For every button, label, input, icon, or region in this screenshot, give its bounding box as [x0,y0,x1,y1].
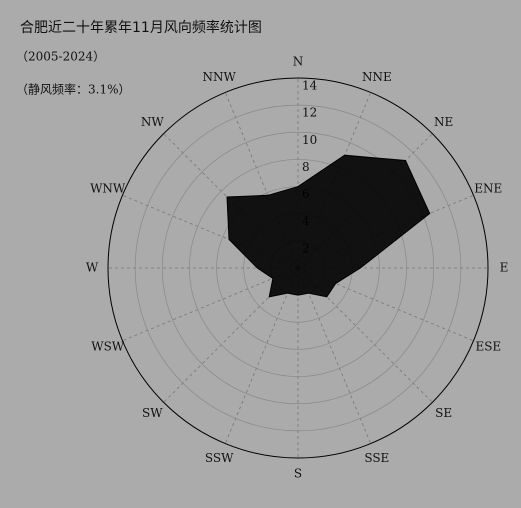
wind-polygon [226,154,431,298]
direction-label: S [294,467,302,481]
annotation: （静风频率：3.1%） [16,82,131,97]
direction-label: SE [435,406,452,420]
grid-circle [161,131,435,405]
r-tick-label: 12 [302,106,317,120]
r-tick-label: 14 [302,79,318,93]
grid-circle [107,77,489,459]
direction-label: ESE [475,339,501,353]
direction-label: W [86,261,99,275]
direction-label: SSW [205,451,234,465]
direction-label: NNE [362,70,392,84]
grid-circle [189,159,407,377]
direction-label: NNW [202,70,236,84]
spoke [122,267,299,342]
chart-title: 合肥近二十年累年11月风向频率统计图 [20,19,262,36]
spoke [224,267,299,444]
direction-label: NE [434,115,453,129]
direction-label: NW [141,115,165,129]
direction-label: WNW [90,182,126,196]
r-tick-label: 8 [302,160,310,174]
direction-label: SSE [364,451,389,465]
direction-label: SW [142,406,163,420]
direction-label: ENE [474,182,502,196]
direction-label: WSW [91,339,125,353]
grid-circle [134,104,462,432]
spoke [297,267,372,444]
chart-subtitle: （2005-2024） [16,50,105,64]
r-tick-label: 10 [302,133,317,147]
direction-label: N [293,55,304,69]
direction-label: E [500,261,509,275]
